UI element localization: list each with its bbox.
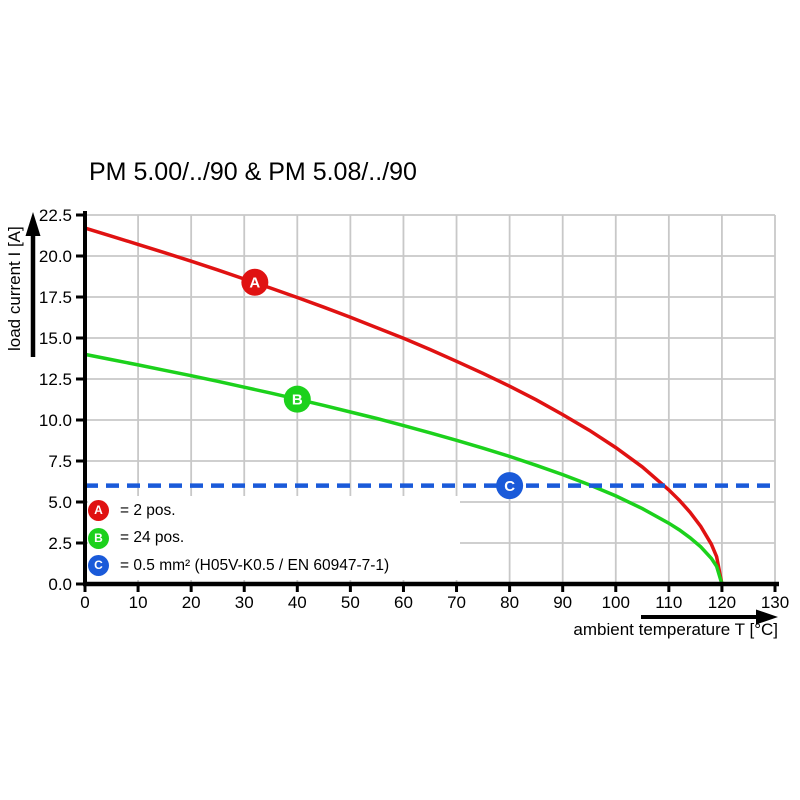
curve-B [83, 352, 724, 586]
svg-text:130: 130 [761, 593, 789, 612]
svg-text:12.5: 12.5 [39, 370, 72, 389]
x-tick-labels: 0 10 20 30 40 50 60 70 80 90 100 110 120 130 [80, 593, 789, 612]
svg-text:0.0: 0.0 [48, 575, 72, 594]
svg-text:20.0: 20.0 [39, 247, 72, 266]
svg-text:20: 20 [182, 593, 201, 612]
legend-label-A: = 2 pos. [120, 501, 176, 519]
x-axis-arrow-icon [641, 609, 778, 625]
svg-text:B: B [292, 392, 303, 409]
y-axis-arrow-icon [25, 212, 41, 357]
legend-badge-C: C [88, 555, 109, 576]
legend-item-C: C = 0.5 mm² (H05V-K0.5 / EN 60947-7-1) [88, 553, 460, 578]
svg-text:17.5: 17.5 [39, 288, 72, 307]
svg-text:A: A [249, 275, 260, 292]
y-axis-title: load current I [A] [5, 226, 24, 352]
svg-text:7.5: 7.5 [48, 452, 72, 471]
svg-text:10.0: 10.0 [39, 411, 72, 430]
svg-text:30: 30 [235, 593, 254, 612]
svg-text:C: C [504, 478, 515, 495]
y-tick-labels: 0.0 2.5 5.0 7.5 10.0 12.5 15.0 17.5 20.0 22.5 [39, 206, 72, 594]
legend-badge-A: A [88, 500, 109, 521]
legend-badge-B: B [88, 527, 109, 549]
curve-A [83, 226, 724, 586]
chart-title: PM 5.00/../90 & PM 5.08/../90 [89, 158, 417, 186]
svg-text:15.0: 15.0 [39, 329, 72, 348]
x-axis-title: ambient temperature T [°C] [573, 620, 778, 639]
svg-text:40: 40 [288, 593, 307, 612]
svg-text:60: 60 [394, 593, 413, 612]
legend: A = 2 pos. B = 24 pos. C = 0.5 mm² (H05V-K0.5… [88, 496, 460, 580]
legend-item-A: A = 2 pos. [88, 498, 460, 523]
svg-text:50: 50 [341, 593, 360, 612]
svg-text:100: 100 [602, 593, 630, 612]
svg-text:70: 70 [447, 593, 466, 612]
svg-text:110: 110 [655, 593, 682, 612]
legend-label-B: = 24 pos. [120, 529, 185, 546]
svg-text:80: 80 [500, 593, 519, 612]
svg-text:120: 120 [708, 593, 736, 612]
curve-marker-C: C [496, 472, 524, 500]
svg-text:22.5: 22.5 [39, 206, 72, 225]
axes [76, 211, 779, 592]
curve-marker-A: A [241, 268, 269, 296]
curve-marker-B: B [283, 385, 311, 413]
svg-text:5.0: 5.0 [48, 493, 72, 512]
svg-text:0: 0 [80, 593, 89, 612]
svg-text:10: 10 [129, 593, 148, 612]
svg-text:90: 90 [553, 593, 572, 612]
legend-item-B: B = 24 pos. [88, 526, 460, 551]
svg-text:2.5: 2.5 [48, 534, 72, 553]
legend-label-C: = 0.5 mm² (H05V-K0.5 / EN 60947-7-1) [120, 556, 390, 574]
